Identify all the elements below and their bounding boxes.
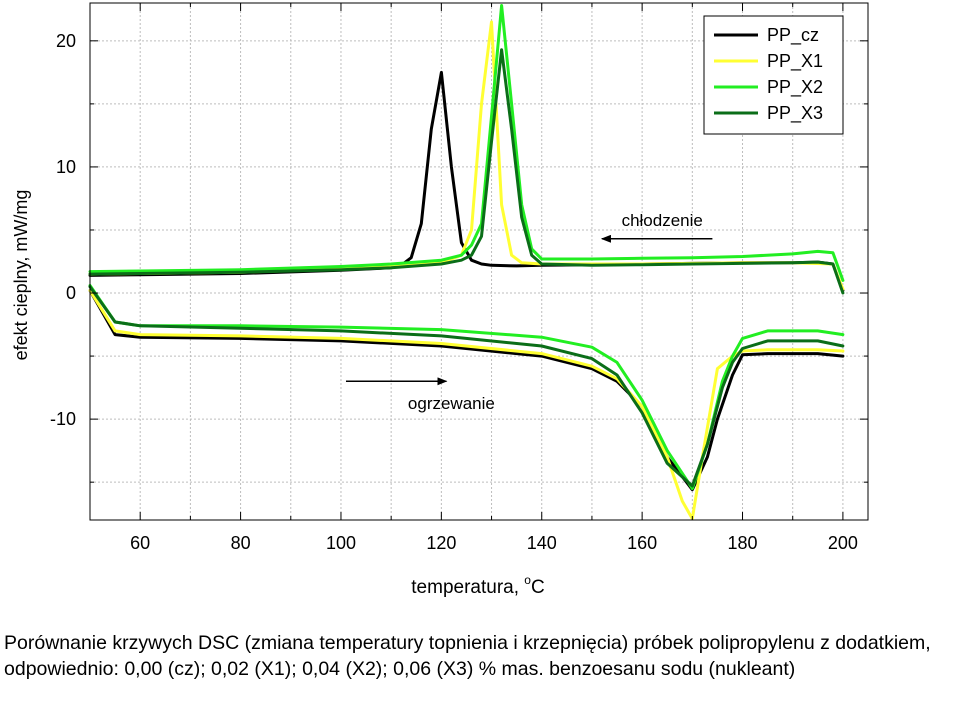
series-line-PP_cz-heating — [88, 289, 845, 492]
legend-label-PP_cz: PP_cz — [767, 25, 819, 46]
series-line-PP_X3-heating — [88, 285, 845, 488]
series-lines — [88, 4, 845, 521]
series-line-PP_X3-cooling — [88, 48, 845, 295]
y-tick-label: 10 — [56, 157, 76, 177]
annotation-label: chłodzenie — [622, 211, 703, 230]
x-axis-label-main: temperatura, — [411, 577, 524, 598]
x-tick-label: 60 — [130, 533, 150, 553]
legend-label-PP_X3: PP_X3 — [767, 103, 823, 124]
x-tick-label: 80 — [231, 533, 251, 553]
legend-label-PP_X1: PP_X1 — [767, 51, 823, 72]
x-tick-label: 120 — [426, 533, 456, 553]
annotation-label: ogrzewanie — [408, 394, 495, 413]
x-tick-label: 140 — [527, 533, 557, 553]
y-axis-label: efekt cieplny, mW/mg — [11, 190, 31, 361]
figure-caption: Porównanie krzywych DSC (zmiana temperat… — [4, 632, 931, 680]
x-tick-label: 100 — [326, 533, 356, 553]
annotations: chłodzenie ogrzewanie — [345, 211, 713, 413]
y-tick-label: 20 — [56, 31, 76, 51]
x-tick-label: 200 — [828, 533, 858, 553]
x-tick-label: 160 — [627, 533, 657, 553]
y-tick-label: 0 — [66, 283, 76, 303]
legend: PP_cz PP_X1 PP_X2 PP_X3 — [703, 15, 844, 135]
axis-ticks: 60 80 100 120 140 160 180 200 -10 0 10 20 — [50, 3, 868, 553]
x-axis-label-degree: o — [524, 573, 531, 587]
x-axis-label-unit: C — [531, 577, 545, 598]
series-line-PP_X2-cooling — [88, 4, 845, 282]
plot-frame — [89, 2, 869, 521]
y-tick-label: -10 — [50, 409, 76, 429]
series-line-PP_X2-heating — [88, 284, 845, 490]
legend-label-PP_X2: PP_X2 — [767, 77, 823, 98]
x-axis-label: temperatura, oC — [411, 573, 544, 598]
x-tick-label: 180 — [727, 533, 757, 553]
dsc-chart: 60 80 100 120 140 160 180 200 -10 0 10 20 chłodzeni… — [11, 2, 869, 598]
